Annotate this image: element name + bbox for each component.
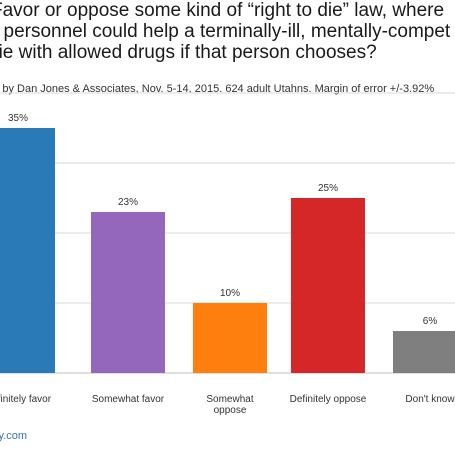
bar-2 bbox=[193, 303, 267, 373]
value-label-2: 10% bbox=[220, 288, 240, 299]
value-label-3: 25% bbox=[318, 183, 338, 194]
title-line-1: Favor or oppose some kind of “right to d… bbox=[0, 0, 445, 21]
labels: 35% Definitely favor 23% Somewhat favor 10% S… bbox=[0, 113, 455, 416]
value-label-4: 6% bbox=[423, 316, 438, 327]
value-label-1: 23% bbox=[118, 197, 138, 208]
chart-title: Favor or oppose some kind of “right to d… bbox=[0, 0, 455, 63]
category-label-2: oppose bbox=[214, 405, 247, 416]
category-label-2: Somewhat bbox=[206, 394, 253, 405]
bar-0 bbox=[0, 128, 55, 373]
category-label-4: Don't know bbox=[405, 394, 455, 405]
bars bbox=[0, 128, 455, 373]
category-label-0: Definitely favor bbox=[0, 394, 52, 405]
chart-subtitle: ted by Dan Jones & Associates, Nov. 5-14… bbox=[0, 83, 435, 95]
title-line-2: l personnel could help a terminally-ill,… bbox=[0, 21, 451, 42]
title-line-3: die with allowed drugs if that person ch… bbox=[0, 42, 377, 63]
category-label-1: Somewhat favor bbox=[92, 394, 165, 405]
bar-1 bbox=[91, 212, 165, 373]
category-label-3: Definitely oppose bbox=[290, 394, 367, 405]
source-link[interactable]: olicy.com bbox=[0, 430, 28, 442]
bar-4 bbox=[393, 331, 455, 373]
value-label-0: 35% bbox=[8, 113, 28, 124]
bar-3 bbox=[291, 198, 365, 373]
